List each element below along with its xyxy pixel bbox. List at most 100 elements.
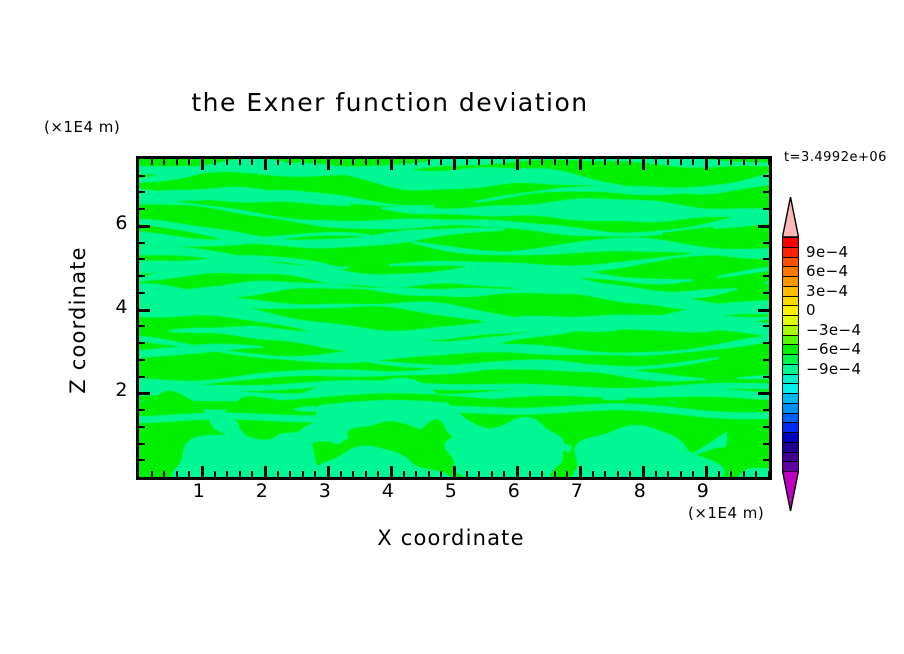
x-tick-label: 4 bbox=[381, 480, 395, 502]
x-minor-tick bbox=[440, 471, 443, 477]
x-minor-tick bbox=[339, 471, 342, 477]
x-major-tick bbox=[453, 466, 456, 477]
x-major-tick-top bbox=[579, 159, 582, 170]
x-minor-tick bbox=[465, 471, 468, 477]
x-minor-tick bbox=[276, 471, 279, 477]
x-minor-tick bbox=[289, 471, 292, 477]
y-minor-tick bbox=[139, 459, 145, 462]
x-major-tick-top bbox=[201, 159, 204, 170]
x-minor-tick bbox=[742, 471, 745, 477]
y-minor-tick-right bbox=[763, 425, 769, 428]
x-major-tick bbox=[579, 466, 582, 477]
y-minor-tick-right bbox=[763, 459, 769, 462]
y-minor-tick bbox=[139, 358, 145, 361]
x-minor-tick bbox=[377, 471, 380, 477]
x-minor-tick bbox=[528, 471, 531, 477]
y-minor-tick-right bbox=[763, 375, 769, 378]
x-minor-tick-top bbox=[289, 159, 292, 165]
y-minor-tick-right bbox=[763, 409, 769, 412]
y-minor-tick bbox=[139, 442, 145, 445]
x-minor-tick-top bbox=[503, 159, 506, 165]
x-minor-tick-top bbox=[553, 159, 556, 165]
x-minor-tick-top bbox=[251, 159, 254, 165]
x-minor-tick bbox=[213, 471, 216, 477]
page-title: the Exner function deviation bbox=[191, 88, 589, 117]
x-minor-tick-top bbox=[364, 159, 367, 165]
y-minor-tick-right bbox=[763, 342, 769, 345]
x-minor-tick-top bbox=[276, 159, 279, 165]
x-minor-tick-top bbox=[768, 159, 769, 165]
x-minor-tick-top bbox=[175, 159, 178, 165]
x-minor-tick bbox=[238, 471, 241, 477]
x-minor-tick-top bbox=[679, 159, 682, 165]
x-minor-tick-top bbox=[377, 159, 380, 165]
y-minor-tick bbox=[139, 258, 145, 261]
y-minor-tick bbox=[139, 174, 145, 177]
y-minor-tick bbox=[139, 375, 145, 378]
x-minor-tick-top bbox=[604, 159, 607, 165]
y-major-tick-right bbox=[758, 224, 769, 228]
x-minor-tick-top bbox=[528, 159, 531, 165]
x-minor-tick-top bbox=[226, 159, 229, 165]
x-minor-tick bbox=[163, 471, 166, 477]
y-minor-tick bbox=[139, 191, 145, 194]
x-major-tick-top bbox=[390, 159, 393, 170]
x-minor-tick bbox=[503, 471, 506, 477]
x-minor-tick bbox=[604, 471, 607, 477]
y-major-tick bbox=[139, 224, 150, 228]
x-minor-tick-top bbox=[163, 159, 166, 165]
x-minor-tick bbox=[188, 471, 191, 477]
colorbar-tick-label: −6e−4 bbox=[806, 340, 862, 359]
x-tick-label: 9 bbox=[696, 480, 710, 502]
x-minor-tick-top bbox=[591, 159, 594, 165]
x-tick-label: 1 bbox=[192, 480, 206, 502]
x-minor-tick bbox=[364, 471, 367, 477]
x-minor-tick bbox=[314, 471, 317, 477]
x-axis-unit-label: (×1E4 m) bbox=[688, 504, 765, 522]
y-major-tick-right bbox=[758, 308, 769, 312]
x-tick-label: 5 bbox=[444, 480, 458, 502]
x-major-tick-top bbox=[327, 159, 330, 170]
x-minor-tick-top bbox=[213, 159, 216, 165]
x-tick-label: 8 bbox=[633, 480, 647, 502]
x-minor-tick-top bbox=[465, 159, 468, 165]
x-minor-tick bbox=[226, 471, 229, 477]
y-minor-tick-right bbox=[763, 291, 769, 294]
colorbar bbox=[782, 237, 799, 472]
x-minor-tick bbox=[654, 471, 657, 477]
y-axis-unit-label: (×1E4 m) bbox=[44, 118, 121, 136]
timestamp-annotation: t=3.4992e+06 bbox=[784, 150, 887, 165]
y-minor-tick-right bbox=[763, 358, 769, 361]
y-minor-tick-right bbox=[763, 258, 769, 261]
x-major-tick bbox=[516, 466, 519, 477]
y-tick-label: 4 bbox=[115, 295, 128, 318]
x-major-tick-top bbox=[705, 159, 708, 170]
x-minor-tick bbox=[591, 471, 594, 477]
x-minor-tick-top bbox=[352, 159, 355, 165]
x-minor-tick bbox=[768, 471, 769, 477]
x-minor-tick bbox=[150, 471, 153, 477]
x-axis-title: X coordinate bbox=[377, 526, 525, 550]
colorbar-tick-label: 6e−4 bbox=[806, 262, 849, 281]
contour-plot-area bbox=[136, 156, 772, 480]
contour-field bbox=[139, 159, 769, 477]
x-minor-tick-top bbox=[742, 159, 745, 165]
x-minor-tick-top bbox=[478, 159, 481, 165]
x-major-tick-top bbox=[642, 159, 645, 170]
y-minor-tick-right bbox=[763, 208, 769, 211]
x-minor-tick bbox=[490, 471, 493, 477]
x-major-tick bbox=[390, 466, 393, 477]
x-minor-tick-top bbox=[490, 159, 493, 165]
x-minor-tick-top bbox=[629, 159, 632, 165]
x-minor-tick bbox=[175, 471, 178, 477]
x-major-tick bbox=[642, 466, 645, 477]
y-minor-tick-right bbox=[763, 275, 769, 278]
colorbar-tick-label: 3e−4 bbox=[806, 281, 849, 300]
x-minor-tick-top bbox=[566, 159, 569, 165]
x-minor-tick bbox=[692, 471, 695, 477]
colorbar-tick-label: −3e−4 bbox=[806, 320, 862, 339]
y-axis-title: Z coordinate bbox=[66, 246, 90, 394]
y-minor-tick bbox=[139, 342, 145, 345]
y-minor-tick-right bbox=[763, 325, 769, 328]
